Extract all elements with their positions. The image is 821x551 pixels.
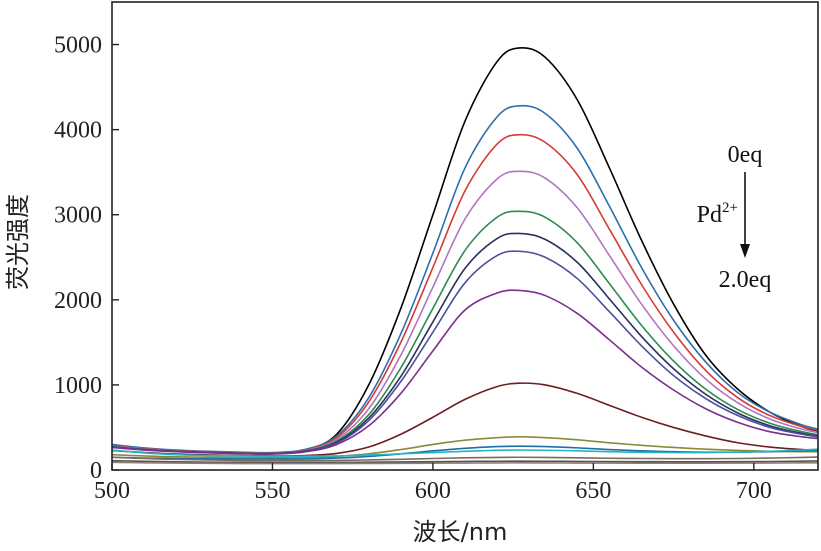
concentration-annotation: 0eq Pd2+ 2.0eq bbox=[697, 142, 772, 293]
annotation-ion-label: Pd2+ bbox=[697, 200, 738, 228]
spectrum-line-6 bbox=[111, 232, 819, 455]
series-layer bbox=[111, 46, 819, 465]
spectrum-line-5 bbox=[111, 210, 819, 455]
spectrum-line-3 bbox=[111, 133, 819, 454]
y-axis-title: 荧光强度 bbox=[4, 194, 32, 290]
x-tick-label: 550 bbox=[254, 478, 290, 504]
x-tick-label: 700 bbox=[736, 478, 772, 504]
x-tick-label: 600 bbox=[415, 478, 451, 504]
annotation-arrowhead-icon bbox=[740, 244, 750, 258]
annotation-start-label: 0eq bbox=[728, 142, 763, 168]
spectrum-line-13 bbox=[111, 456, 819, 462]
x-tick-label: 650 bbox=[575, 478, 611, 504]
spectrum-line-7 bbox=[111, 250, 819, 455]
spectrum-line-15 bbox=[111, 461, 819, 465]
y-tick-label: 2000 bbox=[54, 288, 102, 314]
x-axis-title: 波长/nm bbox=[413, 518, 508, 546]
plot-frame bbox=[111, 1, 819, 471]
annotation-ion-charge: 2+ bbox=[722, 200, 738, 216]
axes-layer bbox=[111, 1, 819, 471]
spectrum-line-14 bbox=[111, 459, 819, 464]
spectrum-line-2 bbox=[111, 104, 819, 454]
x-tick-label: 500 bbox=[94, 478, 130, 504]
y-tick-label: 4000 bbox=[54, 118, 102, 144]
ticks-layer: 500 550 600 650 700 0 1000 2000 3000 4000 5000 bbox=[54, 33, 772, 504]
spectrum-line-10 bbox=[111, 436, 819, 459]
y-tick-label: 3000 bbox=[54, 203, 102, 229]
spectrum-line-12 bbox=[111, 448, 819, 458]
y-tick-label: 1000 bbox=[54, 373, 102, 399]
y-tick-label: 5000 bbox=[54, 33, 102, 59]
spectrum-line-8 bbox=[111, 289, 819, 455]
y-tick-label: 0 bbox=[90, 458, 102, 484]
annotation-ion-symbol: Pd bbox=[697, 202, 722, 228]
annotation-end-label: 2.0eq bbox=[719, 267, 772, 293]
